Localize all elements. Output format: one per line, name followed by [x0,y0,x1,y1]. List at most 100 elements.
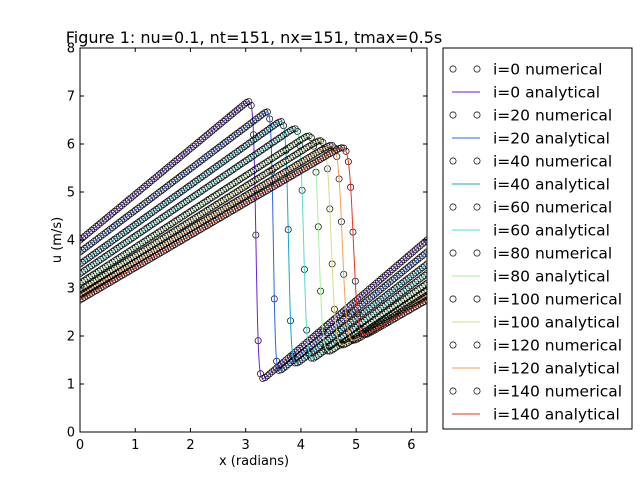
legend-marker-swatch [473,341,481,349]
data-point [178,171,186,179]
x-tick-label: 5 [352,438,360,453]
data-point [199,172,207,180]
data-point [120,240,128,248]
data-point [182,148,190,156]
data-point [252,134,260,142]
data-point [266,125,274,132]
data-point [164,210,172,218]
data-point [222,156,230,164]
data-point [374,277,382,285]
data-point [229,151,237,159]
data-point [393,272,401,280]
data-point [421,271,427,279]
data-point [145,222,153,230]
data-point [402,265,410,273]
data-point [132,232,139,240]
series-markers [80,132,427,355]
legend-box [442,47,633,430]
data-point [254,149,262,156]
data-point [245,121,253,129]
data-point [143,197,151,205]
data-point [224,114,232,122]
data-point [101,215,109,223]
data-point [141,214,149,222]
data-point [189,193,197,200]
data-point [213,123,220,131]
data-point [80,234,86,242]
data-point [99,254,107,262]
legend-item: i=0 analytical [452,84,600,102]
data-point [88,262,96,270]
data-point [351,297,359,305]
data-point [405,263,412,271]
data-point [164,197,172,205]
data-point [217,159,225,167]
data-point [115,243,123,251]
data-point [171,205,179,213]
data-point [314,343,322,351]
data-point [108,237,116,245]
data-point [416,254,424,262]
data-point [180,186,188,194]
legend-label: i=60 analytical [493,222,610,240]
data-point [122,213,130,221]
data-point [127,224,135,232]
data-point [231,131,239,139]
data-point [372,279,380,287]
data-point [358,310,366,318]
data-point [317,137,325,145]
data-point [113,205,121,213]
legend-item: i=20 analytical [452,130,610,148]
data-point [208,166,216,174]
data-point [356,311,364,319]
data-point [192,177,200,185]
data-point [111,246,119,254]
data-point [169,194,176,202]
data-point [388,266,396,273]
data-point [206,129,213,137]
data-point [409,280,417,288]
data-point [331,345,338,352]
data-point [125,196,133,204]
data-point [115,218,123,226]
data-point [152,218,160,226]
data-point [393,283,401,291]
data-point [143,224,151,232]
data-point [326,334,334,342]
data-point [335,338,343,346]
data-point [305,132,313,140]
legend-item: i=40 analytical [452,176,610,194]
data-point [421,250,427,258]
data-point [173,204,181,212]
data-point [164,163,172,171]
legend-marker-swatch [449,295,457,303]
data-point [104,213,112,221]
data-point [85,263,93,271]
series-markers [80,125,427,362]
x-tick-label: 4 [297,438,305,453]
data-point [384,290,392,298]
data-point [347,310,355,318]
data-point [250,136,257,144]
data-point [90,225,98,232]
data-point [358,291,366,299]
data-point [194,176,202,184]
data-point [356,293,364,301]
legend-marker-swatch [449,249,457,257]
data-point [335,327,343,335]
data-point [219,158,227,165]
data-point [263,126,271,134]
data-point [374,306,382,314]
data-point [407,261,415,269]
data-point [145,210,153,218]
data-point [261,128,269,136]
data-point [155,189,163,197]
data-point [280,122,288,130]
data-point [365,285,373,293]
data-point [381,301,389,309]
data-point [118,202,126,210]
data-point [342,147,350,155]
data-point [294,127,301,135]
data-point [400,278,408,286]
